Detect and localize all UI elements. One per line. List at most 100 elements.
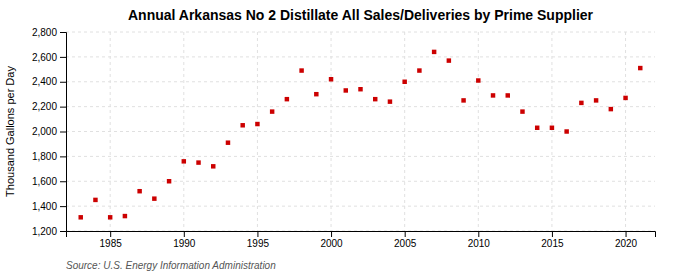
point	[93, 198, 97, 202]
grid-line-y	[66, 181, 655, 182]
grid-line-y	[66, 156, 655, 157]
x-tick: 1990	[173, 231, 196, 249]
y-tick-label: 1,800	[32, 151, 57, 162]
y-tick: 1,200	[32, 226, 66, 237]
x-tick-mark	[478, 231, 479, 237]
point	[123, 214, 127, 218]
grid-line-y	[66, 206, 655, 207]
x-tick: 2000	[320, 231, 343, 249]
point	[402, 80, 406, 84]
y-tick-label: 1,200	[32, 226, 57, 237]
x-tick: 2010	[468, 231, 491, 249]
point	[255, 122, 259, 126]
x-tick-label: 2010	[468, 238, 491, 249]
x-tick-mark	[626, 231, 627, 237]
x-tick: 2020	[615, 231, 638, 249]
y-tick: 2,800	[32, 27, 66, 38]
y-tick-mark	[60, 206, 66, 207]
point	[417, 68, 421, 72]
y-axis: 1,200 1,400 1,600 1,800 2,000 2,200 2,400 2,600…	[32, 27, 67, 237]
x-tick-label: 1990	[173, 238, 196, 249]
x-tick: 2015	[541, 231, 564, 249]
title: Annual Arkansas No 2 Distillate All Sale…	[128, 7, 594, 23]
y-tick: 2,200	[32, 101, 66, 112]
point	[373, 97, 377, 101]
point	[579, 101, 583, 105]
grid-line-y	[66, 56, 655, 57]
x-tick-mark	[257, 231, 258, 237]
x-tick-label: 2005	[394, 238, 417, 249]
y-tick-mark	[60, 181, 66, 182]
y-tick-label: 1,600	[32, 176, 57, 187]
point	[476, 78, 480, 82]
point	[535, 126, 539, 130]
point	[638, 66, 642, 70]
point	[623, 96, 627, 100]
point	[329, 77, 333, 81]
y-tick: 2,000	[32, 126, 66, 137]
y-tick-mark	[60, 107, 66, 108]
y-tick: 2,600	[32, 52, 66, 63]
y-tick-label: 2,400	[32, 76, 57, 87]
point	[609, 107, 613, 111]
x-tick-mark	[552, 231, 553, 237]
grid-line-y	[66, 106, 655, 107]
x-tick-mark	[110, 231, 111, 237]
x-tick-label: 1985	[100, 238, 123, 249]
x-axis: 1985 1990 1995 2000 2005 2010 2015 2020	[67, 231, 656, 249]
source: Source: U.S. Energy Information Administ…	[66, 260, 276, 271]
x-tick-label: 2020	[615, 238, 638, 249]
y-axis-line	[60, 33, 67, 232]
point	[211, 164, 215, 168]
point	[520, 109, 524, 113]
grid-line-y	[66, 32, 655, 33]
y-tick-label: 2,200	[32, 101, 57, 112]
y-tick: 1,800	[32, 151, 66, 162]
point	[108, 215, 112, 219]
point	[196, 160, 200, 164]
y-tick: 2,400	[32, 76, 66, 87]
y-tick-mark	[60, 82, 66, 83]
grid-line-y	[66, 81, 655, 82]
y-tick-label: 2,800	[32, 27, 57, 38]
point	[314, 92, 318, 96]
y-tick-mark	[60, 156, 66, 157]
point	[270, 109, 274, 113]
grid	[66, 32, 655, 231]
point	[550, 126, 554, 130]
point	[167, 179, 171, 183]
y-tick-label: 1,400	[32, 201, 57, 212]
point	[491, 93, 495, 97]
point	[137, 189, 141, 193]
y-tick: 1,600	[32, 176, 66, 187]
point	[78, 215, 82, 219]
y-axis-title: Thousand Gallons per Day	[4, 66, 16, 197]
point	[299, 68, 303, 72]
point	[564, 129, 568, 133]
x-tick: 1995	[247, 231, 270, 249]
y-tick-label: 2,000	[32, 126, 57, 137]
x-tick: 2005	[394, 231, 417, 249]
y-tick-mark	[60, 57, 66, 58]
y-tick-label: 2,600	[32, 52, 57, 63]
point	[388, 99, 392, 103]
y-tick: 1,400	[32, 201, 66, 212]
point	[358, 87, 362, 91]
chart: 1985 1990 1995 2000 2005 2010 2015 2020 1,200 1,4…	[0, 0, 675, 275]
x-tick-label: 1995	[247, 238, 270, 249]
point	[461, 98, 465, 102]
points	[78, 50, 642, 220]
y-tick-mark	[60, 32, 66, 33]
x-tick-label: 2015	[541, 238, 564, 249]
grid-line-x	[478, 32, 479, 231]
x-axis-line	[67, 232, 656, 238]
point	[152, 196, 156, 200]
point	[240, 123, 244, 127]
point	[285, 97, 289, 101]
point	[432, 50, 436, 54]
plot-area: 1985 1990 1995 2000 2005 2010 2015 2020 1,200 1,4…	[32, 27, 656, 249]
grid-line-x	[257, 32, 258, 231]
y-tick-mark	[60, 231, 66, 232]
point	[344, 88, 348, 92]
y-tick-mark	[60, 132, 66, 133]
